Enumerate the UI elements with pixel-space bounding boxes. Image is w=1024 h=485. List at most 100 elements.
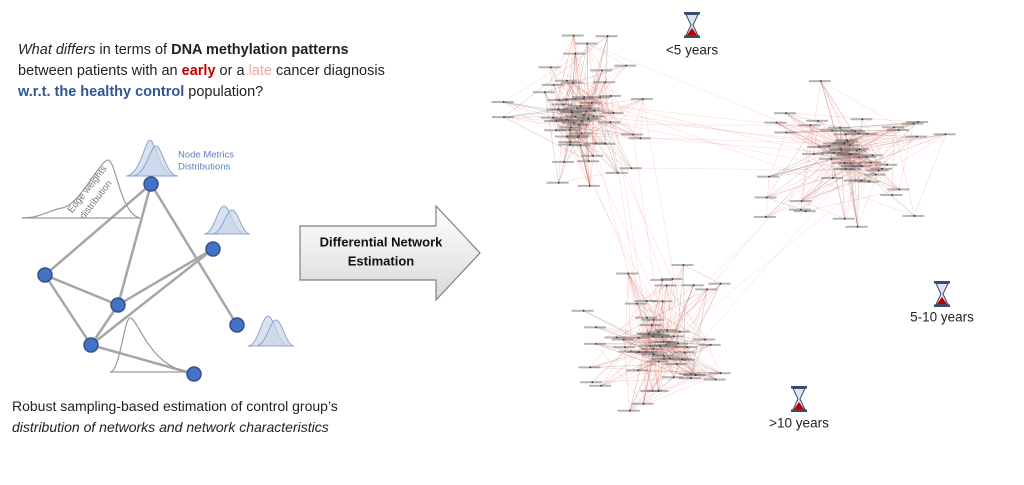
network-edge (544, 35, 574, 93)
network-edge (648, 334, 655, 355)
network-edge (589, 116, 594, 186)
node-label (569, 132, 592, 135)
edge (116, 183, 153, 306)
network-edge (843, 136, 918, 145)
node-label (793, 210, 816, 213)
network-node (854, 130, 857, 133)
network-edge (550, 67, 579, 138)
node-label (532, 91, 555, 94)
network-node (555, 120, 558, 123)
network-node (589, 366, 592, 369)
network-edge (605, 36, 608, 144)
network-node (830, 157, 833, 160)
network-node (714, 378, 717, 381)
network-node (839, 126, 841, 129)
node-label (933, 133, 956, 136)
node-label (820, 177, 843, 180)
network-edge (766, 168, 852, 198)
network-node (849, 153, 852, 156)
network-node (694, 374, 697, 377)
network-node (572, 34, 575, 37)
node-label (837, 144, 860, 147)
network-edge (666, 264, 684, 331)
network-node (572, 81, 575, 84)
network-node (839, 147, 842, 150)
node-label (832, 141, 855, 144)
node-label (650, 300, 673, 303)
node-label (554, 79, 577, 82)
network-node (860, 165, 863, 167)
node-label (611, 338, 634, 341)
network-edge (839, 123, 914, 128)
node-label (582, 109, 605, 112)
network-node (569, 141, 571, 144)
network-edge (666, 285, 678, 365)
node-label (834, 139, 857, 142)
network-edge (579, 135, 836, 144)
network-node (665, 284, 668, 287)
network-node (632, 133, 635, 136)
node-label (764, 121, 787, 124)
node-label (886, 128, 909, 131)
network-edge (587, 43, 627, 66)
network-edge (663, 278, 673, 356)
network-node (860, 179, 863, 182)
network-node (849, 144, 851, 147)
network-node (785, 131, 788, 134)
network-edge (596, 343, 692, 379)
network-edge (646, 285, 667, 302)
network-node (549, 66, 552, 69)
node-label (906, 121, 929, 124)
node-label (827, 126, 850, 129)
network-node (891, 194, 894, 196)
node-label (901, 122, 924, 125)
network-edge (801, 200, 845, 219)
network-edge (820, 81, 857, 151)
network-edge (844, 162, 858, 227)
node-label (604, 336, 627, 339)
network-node (898, 188, 901, 191)
node-label (572, 96, 595, 99)
network-node (672, 335, 675, 338)
network-edge (785, 112, 851, 154)
network-node (913, 215, 916, 217)
network-edge (575, 98, 614, 114)
network-edge (558, 167, 632, 183)
network-edge (785, 112, 919, 123)
network-node (637, 369, 639, 372)
network-node (657, 390, 660, 392)
node-label (835, 140, 858, 143)
node-label (670, 358, 693, 361)
network-node (555, 129, 558, 132)
network-node (916, 135, 918, 138)
node-label (708, 372, 731, 375)
edge (44, 183, 152, 276)
network-edge (581, 133, 591, 186)
network-node (844, 168, 847, 170)
node-label (641, 318, 664, 321)
node-label (860, 154, 883, 157)
network-edge (813, 120, 819, 155)
network-node (692, 284, 695, 287)
network-edge (587, 43, 603, 71)
network-node (800, 200, 803, 202)
network-node (591, 381, 594, 384)
network-edge (801, 174, 876, 202)
network-node (593, 109, 596, 112)
network-node (569, 129, 571, 131)
node-label (598, 121, 621, 124)
node-label (541, 83, 564, 86)
network-edge (765, 141, 848, 218)
node-label (634, 299, 657, 302)
network-node (609, 121, 612, 124)
network-edge (786, 132, 860, 150)
network-edge (855, 131, 877, 175)
network-edge (553, 84, 563, 121)
node-label (561, 34, 584, 37)
network-edge (637, 361, 659, 371)
node-label (561, 81, 584, 84)
network-edge (684, 169, 852, 360)
weight-curve (21, 159, 141, 219)
network-edge (765, 154, 850, 218)
node-label (870, 167, 893, 170)
